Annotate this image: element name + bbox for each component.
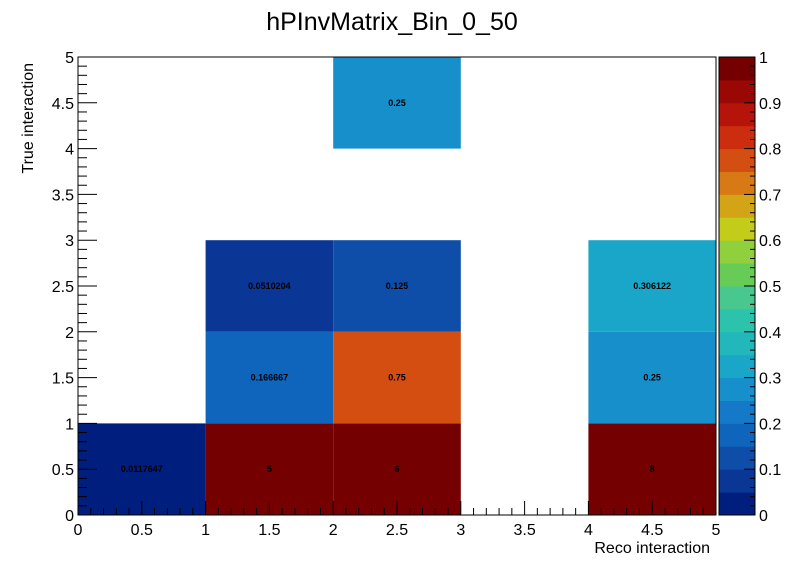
colorbar-swatch [719,331,755,356]
colorbar-tick-label: 0.5 [759,279,781,296]
heatmap-cells [78,57,716,515]
heatmap-cell-label: 5 [267,464,272,474]
colorbar-swatch [719,217,755,241]
y-axis: 0 0.5 1 1.5 2 2.5 3 3.5 4 4.5 5 [52,50,97,525]
x-tick-label: 4.5 [641,522,663,539]
heatmap-cell [205,331,334,424]
colorbar-tick-label: 0.3 [759,371,781,388]
heatmap-cell-label: 0.75 [388,373,406,383]
y-tick-label: 3 [65,233,74,250]
heatmap-cell [205,240,334,332]
colorbar-swatch [719,492,755,516]
heatmap-cell-label: 0.166667 [251,373,289,383]
colorbar-swatch [719,308,755,333]
colorbar-tick-label: 0.2 [759,416,781,433]
colorbar-tick-label: 0.1 [759,462,781,479]
colorbar-tick-label: 1 [759,50,768,67]
colorbar-swatch [719,79,755,104]
heatmap-cell [333,57,461,149]
colorbar-swatch [719,148,755,172]
heatmap-cell [333,423,461,515]
x-tick-label: 3 [456,522,465,539]
x-tick-label: 1 [201,522,210,539]
heatmap-cell-label: 0.306122 [633,281,671,291]
x-tick-label: 2.5 [386,522,408,539]
y-tick-label: 5 [65,50,74,67]
heatmap-cell-label: 0.125 [386,281,409,291]
x-tick-label: 1.5 [258,522,280,539]
heatmap-cell [588,331,716,424]
y-tick-label: 2.5 [52,279,74,296]
colorbar-tick-label: 0.9 [759,96,781,113]
heatmap-cell-labels: 0.0117647 5 6 8 0.166667 0.75 0.25 0.0510204 0.1… [121,98,671,474]
colorbar-tick-label: 0 [759,508,768,525]
x-axis-title: Reco interaction [594,540,710,557]
x-tick-label: 2 [329,522,338,539]
y-axis-title: True interaction [20,63,37,174]
heatmap-cell [333,331,461,424]
colorbar-tick-label: 0.7 [759,187,781,204]
x-tick-label: 3.5 [513,522,535,539]
colorbar-swatch [719,194,755,218]
colorbar-swatch [719,377,755,401]
heatmap-cell-label: 0.0117647 [121,464,163,474]
heatmap-cell [78,423,206,515]
colorbar-swatch [719,400,755,424]
heatmap-cell-label: 0.25 [388,98,406,108]
color-scale-bar: 0 0.1 0.2 0.3 0.4 0.5 0.6 0.7 0.8 0.9 1 [718,50,781,525]
colorbar-swatch [719,125,755,150]
heatmap-cell-label: 6 [394,464,399,474]
colorbar-swatch [719,263,755,287]
heatmap-cell-label: 0.0510204 [248,281,291,291]
y-tick-label: 0 [65,508,74,525]
y-tick-label: 2 [65,325,74,342]
y-tick-label: 4 [65,142,74,159]
y-tick-label: 4.5 [52,96,74,113]
colorbar-tick-label: 0.8 [759,142,781,159]
colorbar-swatch [719,469,755,493]
x-tick-label: 4 [584,522,593,539]
heatmap-cell [205,423,334,515]
y-tick-label: 0.5 [52,462,74,479]
colorbar-swatch [719,171,755,195]
y-tick-label: 3.5 [52,187,74,204]
heatmap-cell-label: 8 [650,464,655,474]
colorbar-swatch [719,354,755,379]
heatmap-cell-label: 0.25 [643,373,661,383]
heatmap-cell [333,240,461,332]
chart-title: hPInvMatrix_Bin_0_50 [266,8,518,36]
colorbar-tick-label: 0.6 [759,233,781,250]
x-axis: 0 0.5 1 1.5 2 2.5 3 3.5 4 4.5 5 [74,501,721,539]
x-tick-label: 0 [74,522,83,539]
y-tick-label: 1.5 [52,371,74,388]
colorbar-tick-label: 0.4 [759,325,781,342]
colorbar-swatch [719,286,755,310]
colorbar-swatch [719,446,755,470]
colorbar-swatch [719,57,755,81]
colorbar-swatch [719,102,755,127]
y-tick-label: 1 [65,416,74,433]
x-tick-label: 0.5 [131,522,153,539]
colorbar-swatch [719,423,755,447]
x-tick-label: 5 [712,522,721,539]
heatmap-cell [588,423,716,515]
colorbar-swatch [719,240,755,264]
heatmap-cell [588,240,716,332]
